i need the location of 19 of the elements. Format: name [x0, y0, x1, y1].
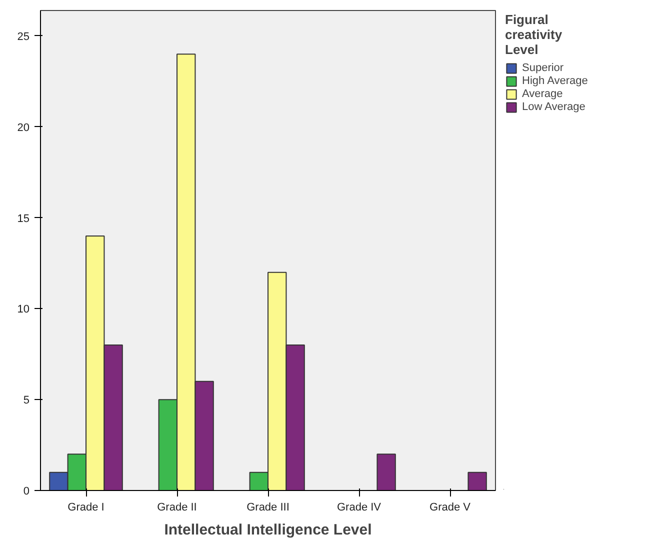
bar — [468, 472, 487, 490]
y-tick-label: 10 — [17, 304, 30, 316]
y-tick-label: 25 — [17, 30, 30, 43]
bar — [376, 454, 396, 490]
x-tick-label: Grade V — [430, 502, 472, 514]
y-tick-label: 15 — [17, 212, 30, 225]
y-tick-label: 20 — [17, 122, 30, 134]
y-tick-label: 5 — [23, 394, 30, 407]
x-tick-label: Grade II — [157, 502, 197, 514]
x-tick-label: Grade IV — [336, 502, 382, 514]
legend-label: Average — [522, 88, 563, 100]
y-tick-label: 0 — [23, 486, 30, 498]
legend-label: Superior — [522, 62, 564, 74]
x-tick-label: Grade I — [68, 502, 104, 514]
legend-title: Figural creativity Level — [505, 12, 564, 57]
legend-label: High Average — [522, 75, 588, 87]
x-tick-label: Grade III — [246, 502, 290, 514]
x-axis-title: Intellectual Intelligence Level — [164, 522, 372, 538]
legend-label: Low Average — [522, 101, 586, 113]
